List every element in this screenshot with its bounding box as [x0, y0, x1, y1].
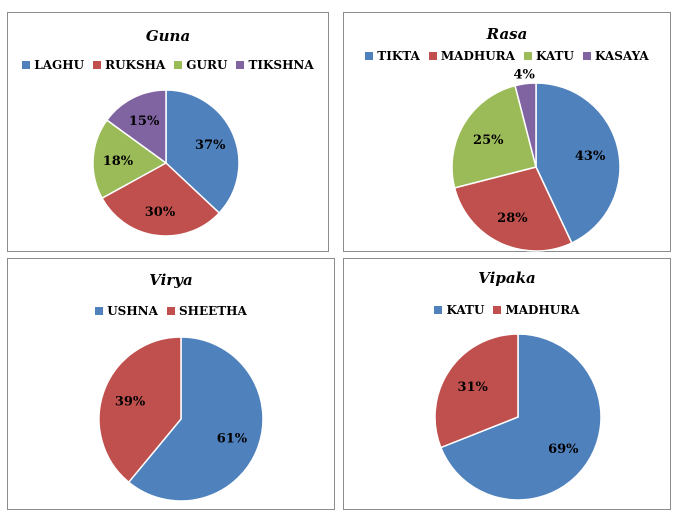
chart-panel-guna: Guna LAGHU RUKSHA GURU TIKSHNA 37% 30% 18%… — [7, 12, 329, 252]
data-label: 25% — [473, 133, 504, 148]
data-label: 39% — [115, 395, 146, 410]
legend-swatch — [22, 61, 31, 69]
chart-title: Guna — [145, 27, 191, 45]
data-label: 61% — [217, 431, 248, 446]
pie-chart-rasa: 43% 28% 25% 4% — [451, 68, 621, 252]
data-label: 18% — [103, 154, 134, 169]
legend-label: KATU — [535, 49, 574, 63]
legend-swatch — [582, 52, 591, 60]
chart-title: Vipaka — [478, 269, 536, 287]
chart-title: Virya — [149, 271, 193, 289]
legend-swatch — [493, 306, 502, 314]
legend-swatch — [93, 61, 102, 69]
chart-title: Rasa — [486, 25, 528, 43]
legend-item-ruksha: RUKSHA — [93, 58, 165, 72]
legend-item-tikta: TIKTA — [365, 49, 420, 63]
legend-swatch — [236, 61, 245, 69]
pie-chart-virya: 61% 39% — [98, 336, 264, 502]
legend-label: TIKSHNA — [248, 58, 314, 72]
legend-label: GURU — [186, 58, 228, 72]
data-label: 37% — [195, 138, 226, 153]
legend-label: KASAYA — [594, 49, 649, 63]
legend-swatch — [166, 307, 175, 315]
legend-item-sheetha: SHEETHA — [166, 304, 247, 318]
legend-item-tikshna: TIKSHNA — [236, 58, 314, 72]
chart-panel-virya: Virya USHNA SHEETHA 61% 39% — [7, 258, 335, 510]
legend-label: KATU — [446, 303, 485, 317]
pie-slice-sheetha — [98, 336, 182, 484]
pie-slice-ushna — [127, 336, 264, 502]
pie-slice-laghu — [165, 89, 240, 215]
legend-item-ushna: USHNA — [95, 304, 158, 318]
legend-item-katu: KATU — [434, 303, 484, 317]
pie-slice-guru — [92, 119, 168, 200]
legend-label: RUKSHA — [105, 58, 166, 72]
pie-slice-katu — [439, 333, 602, 501]
data-label: 30% — [145, 205, 176, 220]
data-label: 4% — [514, 68, 536, 83]
chart-legend: TIKTA MADHURA KATU KASAYA — [344, 49, 670, 63]
pie-slice-ruksha — [101, 162, 221, 237]
legend-swatch — [95, 307, 104, 315]
pie-chart-vipaka: 69% 31% — [434, 333, 602, 501]
pie-slice-tikshna — [105, 89, 167, 165]
pie-chart-guna: 37% 30% 18% 15% — [92, 89, 240, 237]
chart-legend: USHNA SHEETHA — [8, 304, 334, 318]
chart-legend: LAGHU RUKSHA GURU TIKSHNA — [8, 58, 328, 72]
legend-item-madhura: MADHURA — [428, 49, 515, 63]
data-label: 43% — [575, 149, 606, 164]
pie-slice-katu — [451, 84, 537, 189]
legend-label: LAGHU — [34, 58, 85, 72]
legend-swatch — [434, 306, 443, 314]
legend-item-guru: GURU — [174, 58, 227, 72]
legend-label: TIKTA — [377, 49, 420, 63]
legend-item-katu: KATU — [523, 49, 574, 63]
chart-panel-vipaka: Vipaka KATU MADHURA 69% 31% — [343, 258, 671, 510]
pie-slice-kasaya — [514, 82, 537, 168]
legend-label: SHEETHA — [178, 304, 247, 318]
pie-slice-madhura — [453, 166, 573, 252]
legend-swatch — [428, 52, 437, 60]
chart-panel-rasa: Rasa TIKTA MADHURA KATU KASAYA 43% 28% 25%… — [343, 12, 671, 252]
legend-swatch — [365, 52, 374, 60]
data-label: 31% — [457, 380, 488, 395]
legend-label: USHNA — [107, 304, 158, 318]
legend-swatch — [523, 52, 532, 60]
legend-item-kasaya: KASAYA — [582, 49, 649, 63]
data-label: 69% — [548, 442, 579, 457]
pie-slice-tikta — [535, 82, 621, 245]
data-label: 15% — [129, 114, 160, 129]
legend-item-laghu: LAGHU — [22, 58, 84, 72]
legend-label: MADHURA — [440, 49, 515, 63]
pie-slice-madhura — [434, 333, 519, 449]
legend-item-madhura: MADHURA — [493, 303, 580, 317]
legend-swatch — [174, 61, 183, 69]
chart-legend: KATU MADHURA — [344, 303, 670, 317]
data-label: 28% — [497, 211, 528, 226]
legend-label: MADHURA — [505, 303, 580, 317]
